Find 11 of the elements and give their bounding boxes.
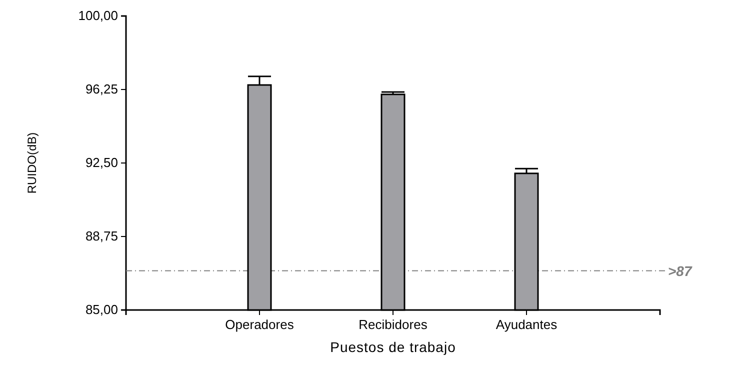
y-tick-label: 88,75 [85,228,118,244]
y-tick-label: 85,00 [85,302,118,318]
ref-line-label: >87 [668,262,693,279]
y-tick-label: 100,00 [78,8,118,24]
x-axis-title: Puestos de trabajo [330,339,456,355]
y-axis-title: RUIDO(dB) [25,132,39,194]
y-tick-label: 96,25 [85,82,118,97]
x-tick-label: Ayudantes [496,317,558,332]
x-tick-label: Operadores [225,317,294,332]
y-tick-label: 92,50 [85,155,118,170]
x-tick-label: Recibidores [358,317,428,332]
